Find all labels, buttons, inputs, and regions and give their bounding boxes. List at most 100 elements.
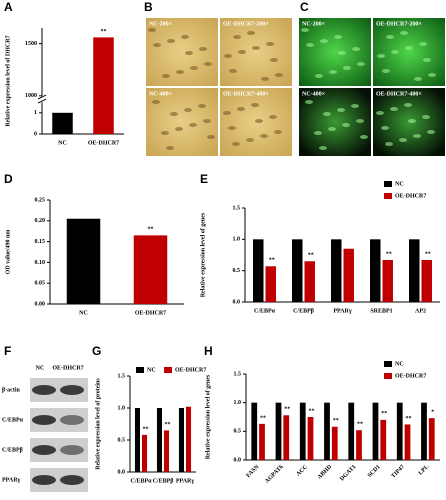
- cell: [175, 127, 183, 131]
- cell: [167, 39, 175, 43]
- cell: [238, 50, 246, 54]
- y-tick-label: 0.15: [35, 239, 46, 245]
- bar: [292, 239, 303, 302]
- bar: [283, 415, 290, 460]
- y-tick-label: 0.05: [35, 281, 46, 287]
- bar: [382, 260, 393, 302]
- cell: [320, 39, 328, 43]
- cell: [252, 46, 260, 50]
- cell: [184, 108, 192, 112]
- cell: [419, 42, 427, 46]
- significance: **: [101, 29, 107, 35]
- x-tick-label: C/EBPβ: [293, 308, 314, 314]
- significance: **: [143, 426, 149, 432]
- blot-band: [32, 415, 56, 425]
- y-tick-label: 1.5: [233, 205, 241, 211]
- bar: [396, 402, 403, 460]
- cell: [414, 77, 422, 81]
- cell: [237, 107, 245, 111]
- cell: [351, 104, 359, 108]
- cell: [329, 70, 337, 74]
- cell: [376, 111, 384, 115]
- panel-label: C: [300, 0, 309, 14]
- cell: [400, 31, 408, 35]
- bar: [324, 402, 330, 460]
- y-tick-label: 1500: [25, 41, 37, 47]
- panel-label: E: [200, 172, 208, 186]
- y-tick-label: 1.5: [234, 371, 242, 377]
- axis-break: [37, 98, 47, 104]
- bar: [372, 402, 379, 460]
- x-tick-label: C/EBPα: [130, 478, 152, 484]
- cell: [203, 119, 211, 123]
- blot-row: C/EBPα: [2, 417, 24, 423]
- panel-label: A: [4, 0, 13, 14]
- image-label: OE-DHCR7-200×: [376, 21, 422, 27]
- significance: **: [269, 258, 275, 264]
- cell: [323, 112, 331, 116]
- cell: [224, 54, 232, 58]
- cell: [405, 46, 413, 50]
- y-tick-label: 0.20: [35, 218, 46, 224]
- legend-label: NC: [147, 367, 156, 373]
- x-tick-label: AGPAT6: [264, 464, 285, 485]
- blot-band: [32, 385, 56, 395]
- cell: [357, 62, 365, 66]
- x-tick-label: PPARγ: [176, 478, 195, 484]
- blot-band: [60, 415, 84, 425]
- cell: [381, 126, 389, 130]
- x-tick-label: C/EBPα: [254, 308, 276, 314]
- bar: [421, 260, 432, 302]
- cell: [185, 51, 193, 55]
- blot-band: [32, 445, 56, 455]
- x-tick-label: NC: [79, 310, 88, 316]
- cell: [305, 100, 313, 104]
- blot-column: NC: [36, 365, 45, 371]
- significance: **: [165, 422, 171, 428]
- cell: [223, 111, 231, 115]
- y-tick-label: 0.25: [35, 197, 46, 203]
- bar: [331, 239, 342, 302]
- cell: [301, 28, 309, 32]
- blot-column: OE-DHCR7: [52, 365, 83, 371]
- bar: [93, 37, 114, 134]
- y-tick-label: 1000: [25, 93, 37, 99]
- cell: [427, 130, 435, 134]
- y-axis-label: Relative expression level of genes: [205, 374, 211, 459]
- cell: [232, 142, 240, 146]
- blot-band: [60, 475, 84, 485]
- cell: [162, 74, 170, 78]
- bar: [259, 423, 265, 460]
- cell: [352, 47, 360, 51]
- bar: [66, 218, 101, 304]
- cell: [422, 115, 430, 119]
- y-tick-label: 1.5: [118, 373, 126, 379]
- image-label: OE-DHCR7-400×: [376, 91, 422, 97]
- cell: [399, 138, 407, 142]
- cell: [343, 66, 351, 70]
- y-tick-label: 0.5: [234, 429, 242, 435]
- legend-label: OE-DHCR7: [175, 367, 206, 373]
- cell: [274, 130, 282, 134]
- cell: [148, 28, 156, 32]
- y-tick-label: 0.5: [233, 268, 241, 274]
- bar: [251, 402, 258, 460]
- legend-swatch: [384, 361, 392, 367]
- image-label: NC-400×: [302, 91, 325, 97]
- cell: [390, 107, 398, 111]
- legend-swatch: [136, 367, 144, 373]
- legend-label: NC: [395, 361, 404, 367]
- cell: [408, 119, 416, 123]
- cell: [428, 73, 436, 77]
- cell: [198, 104, 206, 108]
- image-label: NC-400×: [149, 91, 172, 97]
- cell: [314, 131, 322, 135]
- image-label: OE-DHCR7-200×: [223, 21, 269, 27]
- blot-row: C/EBPβ: [2, 447, 23, 453]
- cell: [228, 126, 236, 130]
- y-axis-label: OD value/490 nm: [5, 230, 11, 275]
- x-tick-label: SCD1: [367, 464, 382, 479]
- legend-swatch: [164, 367, 172, 373]
- x-tick-label: NC: [58, 140, 67, 146]
- bar: [156, 408, 162, 472]
